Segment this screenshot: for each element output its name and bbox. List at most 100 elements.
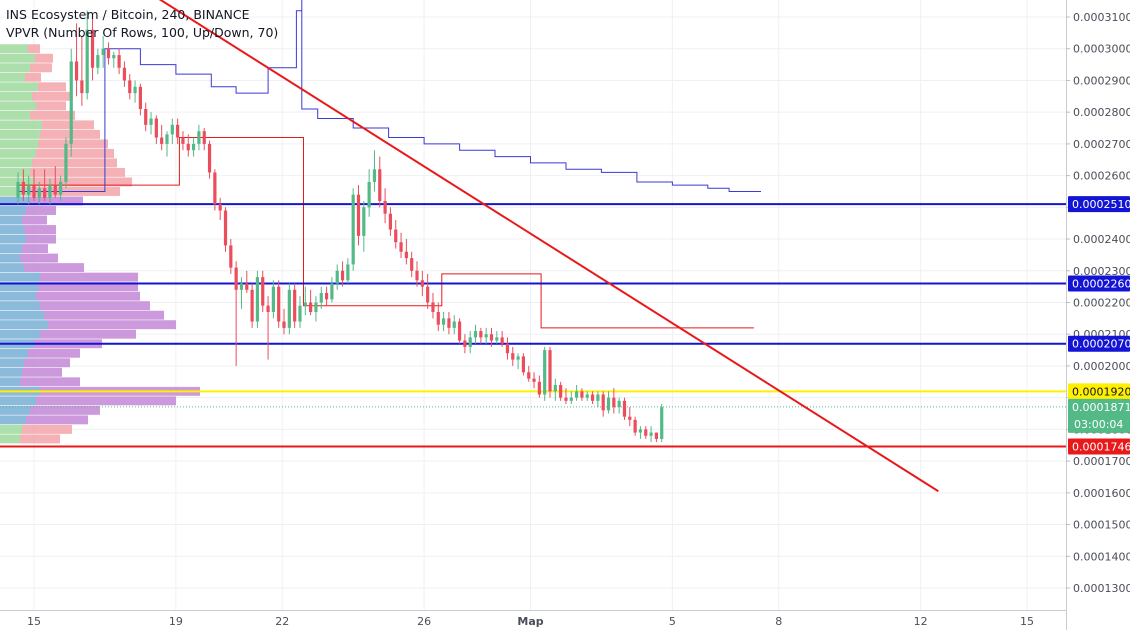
vp-row-up: [0, 301, 40, 311]
y-tick-label: 0.0001500: [1073, 519, 1130, 532]
candle: [521, 353, 526, 376]
candle: [282, 308, 286, 335]
vp-row-up: [0, 367, 22, 377]
price-axis[interactable]: 0.0001300 0.0001400 0.0001500 0.0001600 0.00…: [1066, 0, 1130, 630]
level-price-label[interactable]: 0.0002510: [1068, 196, 1130, 213]
candle: [468, 331, 472, 354]
y-tick-label: 0.0002000: [1073, 360, 1130, 373]
candle: [340, 261, 345, 287]
y-tick-label: 0.0003100: [1073, 11, 1130, 24]
candle: [351, 188, 355, 271]
candle: [133, 80, 137, 103]
candle: [553, 378, 557, 401]
candle: [138, 83, 142, 116]
y-tick-label: 0.0001300: [1073, 582, 1130, 595]
level-price-label[interactable]: 0.0001920: [1068, 383, 1130, 400]
candle: [537, 375, 541, 398]
candle: [644, 426, 648, 439]
candle: [404, 239, 408, 265]
x-tick-label: 12: [914, 615, 928, 628]
vp-row-down: [20, 377, 80, 387]
candle: [117, 48, 121, 75]
x-tick-label: 19: [169, 615, 183, 628]
x-tick-label: 26: [417, 615, 431, 628]
candle: [170, 118, 174, 144]
candle: [21, 169, 25, 201]
vp-row-up: [0, 253, 20, 263]
y-tick-label: 0.0001600: [1073, 487, 1130, 500]
candle: [85, 10, 89, 100]
candle: [617, 397, 621, 414]
horizontal-levels[interactable]: [0, 203, 1066, 448]
y-tick-label: 0.0001700: [1073, 455, 1130, 468]
vp-row-up: [0, 405, 30, 415]
vp-row-up: [0, 53, 35, 63]
candle: [37, 181, 41, 205]
candle: [372, 150, 377, 192]
candle: [505, 337, 510, 360]
candle: [122, 61, 127, 87]
candle: [532, 372, 536, 389]
candle: [420, 270, 424, 297]
vp-row-down: [24, 225, 56, 234]
candle: [484, 327, 488, 344]
candle: [128, 74, 132, 100]
vp-row-up: [0, 434, 20, 444]
vp-row-down: [35, 53, 53, 63]
vp-row-down: [30, 167, 125, 177]
candle: [160, 124, 164, 151]
candle: [330, 277, 334, 303]
vp-row-up: [0, 187, 30, 196]
candle: [596, 391, 600, 408]
y-tick-label: 0.0002600: [1073, 170, 1130, 183]
candle: [606, 391, 611, 414]
vp-row-down: [22, 215, 47, 225]
x-tick-label: Map: [517, 615, 543, 628]
level-price-text: 0.0002070: [1072, 338, 1130, 351]
vp-row-down: [26, 234, 56, 244]
candle: [314, 296, 318, 322]
vp-row-up: [0, 263, 24, 273]
candle: [64, 137, 68, 189]
descending-trendline[interactable]: [147, 0, 939, 493]
x-tick-label: 15: [27, 615, 41, 628]
candle: [516, 353, 520, 370]
indicator-label[interactable]: VPVR (Number Of Rows, 100, Up/Down, 70): [6, 25, 279, 40]
candle: [229, 239, 233, 274]
candle: [106, 42, 111, 65]
candle: [223, 207, 228, 252]
candle: [245, 270, 249, 293]
vp-row-down: [26, 415, 88, 425]
candle: [319, 286, 323, 309]
candle: [362, 200, 366, 252]
time-axis[interactable]: 15 19 22 26 Map 5 8 12 15: [0, 610, 1066, 630]
candle: [564, 388, 568, 405]
candle: [580, 388, 584, 401]
vp-row-down: [26, 206, 56, 215]
vp-row-up: [0, 310, 44, 320]
candle: [500, 331, 504, 347]
vp-row-up: [0, 396, 36, 406]
candle: [628, 407, 632, 427]
level-price-label[interactable]: 0.0002070: [1068, 335, 1130, 352]
level-price-label[interactable]: 0.0001746: [1068, 438, 1130, 455]
candle: [622, 397, 627, 420]
vp-row-down: [40, 329, 136, 339]
candle: [186, 134, 190, 157]
symbol-title[interactable]: INS Ecosystem / Bitcoin, 240, BINANCE: [6, 7, 250, 22]
candle: [96, 48, 100, 75]
candle: [660, 404, 664, 443]
candle: [442, 312, 446, 332]
level-price-label[interactable]: 0.0002260: [1068, 275, 1130, 292]
chart-grid: [0, 0, 1066, 610]
vp-row-down: [25, 72, 41, 82]
vp-row-up: [0, 320, 48, 330]
candle: [346, 258, 350, 284]
trendline[interactable]: [147, 0, 939, 493]
vp-row-up: [0, 63, 30, 73]
ema-step-line: [18, 0, 761, 192]
candle: [74, 23, 79, 97]
candle: [383, 188, 387, 224]
vp-row-down: [36, 291, 140, 301]
